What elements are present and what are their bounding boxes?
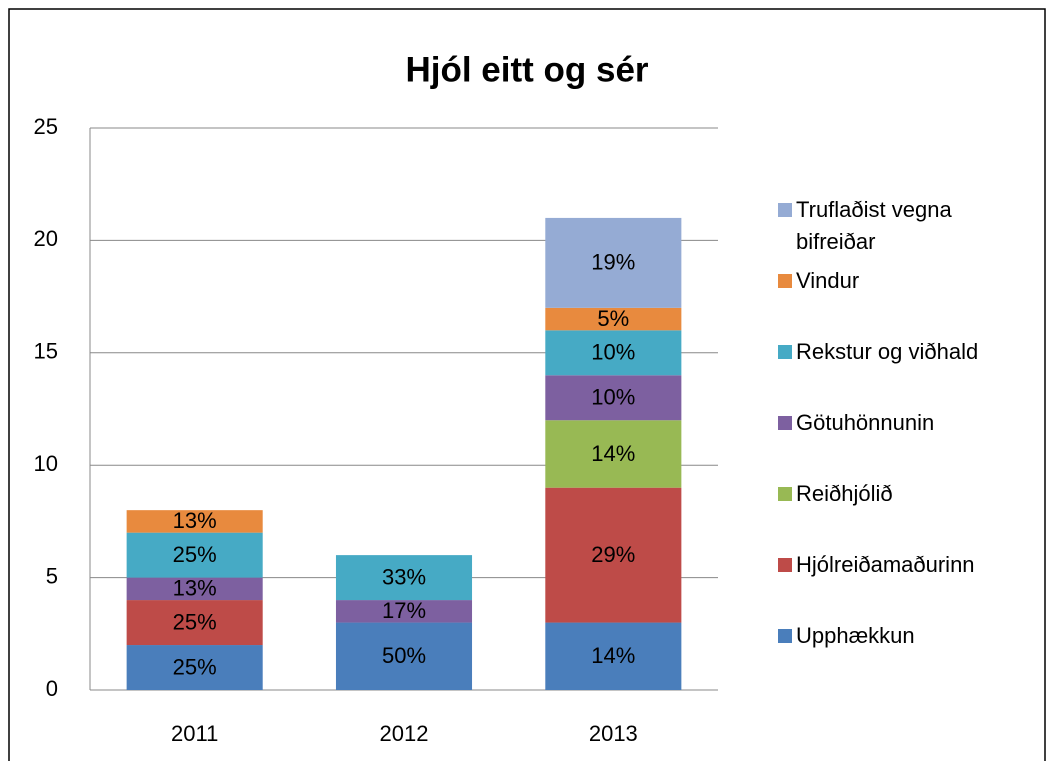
bar-segment bbox=[545, 375, 682, 421]
legend-swatch bbox=[778, 416, 792, 430]
data-label: 19% bbox=[591, 250, 635, 275]
legend-label: Rekstur og viðhald bbox=[796, 339, 979, 364]
data-label: 17% bbox=[382, 598, 426, 623]
bar-segment bbox=[545, 217, 682, 308]
x-tick-label: 2012 bbox=[380, 721, 429, 746]
legend-swatch bbox=[778, 558, 792, 572]
data-label: 29% bbox=[591, 542, 635, 567]
data-label: 25% bbox=[173, 654, 217, 679]
data-label: 5% bbox=[597, 306, 629, 331]
data-label: 14% bbox=[591, 441, 635, 466]
data-label: 14% bbox=[591, 643, 635, 668]
legend-label: Reiðhjólið bbox=[796, 481, 893, 506]
bar-segment bbox=[545, 622, 682, 690]
y-tick-label: 0 bbox=[46, 676, 58, 701]
legend-label: Upphækkun bbox=[796, 623, 915, 648]
x-tick-label: 2011 bbox=[171, 721, 218, 746]
bar-segment bbox=[126, 532, 263, 578]
y-tick-label: 20 bbox=[34, 226, 58, 251]
bar-segment bbox=[126, 510, 263, 533]
data-label: 13% bbox=[173, 576, 217, 601]
bar-segment bbox=[126, 600, 263, 646]
data-label: 10% bbox=[591, 385, 635, 410]
bar-segment bbox=[126, 577, 263, 601]
legend-swatch bbox=[778, 345, 792, 359]
legend-label: Vindur bbox=[796, 268, 860, 293]
legend-swatch bbox=[778, 629, 792, 643]
legend-label: Truflaðist vegna bifreiðar bbox=[796, 197, 952, 254]
y-tick-label: 15 bbox=[34, 339, 58, 364]
legend-label: Hjólreiðamaðurinn bbox=[796, 552, 975, 577]
chart-title: Hjól eitt og sér bbox=[405, 50, 648, 89]
legend-swatch bbox=[778, 203, 792, 217]
data-label: 10% bbox=[591, 340, 635, 365]
y-tick-label: 5 bbox=[46, 563, 58, 588]
bar-segment bbox=[545, 330, 682, 376]
bar-segment bbox=[545, 420, 682, 488]
legend-label: Götuhönnunin bbox=[796, 410, 935, 435]
data-label: 25% bbox=[173, 609, 217, 634]
bar-segment bbox=[545, 307, 682, 331]
legend-swatch bbox=[778, 274, 792, 288]
y-tick-label: 25 bbox=[34, 114, 58, 139]
y-tick-label: 10 bbox=[34, 451, 58, 476]
data-label: 50% bbox=[382, 643, 426, 668]
bar-segment bbox=[126, 645, 263, 690]
data-label: 33% bbox=[382, 564, 426, 589]
bar-segment bbox=[335, 600, 473, 623]
data-label: 13% bbox=[173, 508, 217, 533]
legend-swatch bbox=[778, 487, 792, 501]
bar-segment bbox=[335, 555, 473, 601]
bar-segment bbox=[545, 487, 682, 623]
x-tick-label: 2013 bbox=[589, 721, 638, 746]
bar-segment bbox=[335, 622, 473, 690]
data-label: 25% bbox=[173, 542, 217, 567]
chart-frame bbox=[8, 8, 1046, 761]
